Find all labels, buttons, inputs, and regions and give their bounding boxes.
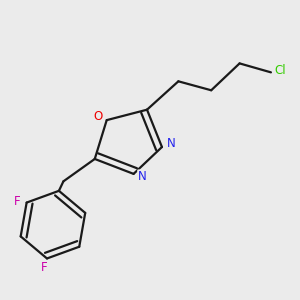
Text: N: N: [138, 170, 147, 183]
Text: F: F: [14, 195, 21, 208]
Text: F: F: [41, 261, 47, 274]
Text: N: N: [167, 137, 175, 150]
Text: O: O: [94, 110, 103, 123]
Text: Cl: Cl: [274, 64, 286, 77]
